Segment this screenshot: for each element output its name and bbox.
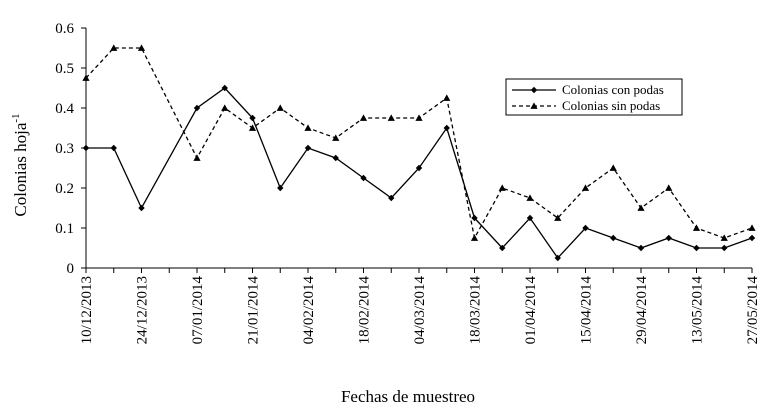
data-point	[499, 244, 506, 252]
data-point	[138, 204, 145, 212]
data-point	[582, 224, 589, 232]
series-line	[85, 47, 753, 240]
data-point	[249, 114, 256, 122]
y-axis-title-superscript: -1	[10, 113, 22, 122]
legend-entry: Colonias con podas	[512, 82, 664, 97]
data-point	[221, 84, 228, 92]
legend-marker	[530, 86, 538, 94]
series-line	[86, 87, 753, 260]
data-point	[610, 234, 617, 242]
data-point	[304, 124, 312, 131]
y-axis-title-text: Colonias hoja	[11, 122, 30, 216]
y-tick-label: 0.5	[55, 61, 74, 77]
x-tick-label: 04/03/2014	[412, 276, 428, 345]
data-point	[82, 144, 90, 152]
data-point	[443, 124, 450, 132]
data-point	[388, 194, 395, 202]
y-axis-title: Colonias hoja-1	[10, 113, 30, 216]
data-point	[193, 104, 201, 112]
data-point	[721, 244, 728, 252]
x-tick-label: 29/04/2014	[634, 276, 650, 345]
data-point	[470, 234, 479, 241]
data-point	[665, 234, 672, 242]
data-point	[248, 124, 257, 131]
data-point	[193, 154, 201, 161]
x-tick-label: 07/01/2014	[190, 276, 206, 345]
y-tick-label: 0.4	[55, 101, 74, 117]
y-tick-label: 0	[67, 261, 75, 277]
data-point	[415, 114, 423, 121]
data-point	[693, 244, 700, 252]
series-layer	[82, 44, 756, 262]
data-point	[277, 184, 284, 192]
data-point	[360, 174, 367, 182]
data-point	[692, 224, 701, 231]
data-point	[110, 144, 117, 152]
data-point	[110, 44, 118, 51]
legend-label: Colonias con podas	[562, 82, 664, 97]
data-point	[554, 214, 562, 221]
data-point	[748, 224, 756, 231]
x-axis-title: Fechas de muestreo	[341, 387, 475, 406]
axes	[81, 27, 753, 273]
x-tick-label: 01/04/2014	[523, 276, 539, 345]
y-tick-label: 0.2	[55, 181, 74, 197]
data-point	[387, 114, 395, 121]
y-tick-labels: 0 0.1 0.2 0.3 0.4 0.5 0.6	[55, 21, 74, 277]
data-point	[415, 164, 423, 172]
data-point	[359, 114, 368, 121]
x-tick-label: 27/05/2014	[745, 276, 761, 345]
data-point	[554, 254, 561, 262]
y-tick-label: 0.3	[55, 141, 74, 157]
data-point	[304, 144, 312, 152]
data-point	[137, 44, 146, 51]
data-point	[443, 94, 451, 101]
x-tick-label: 04/02/2014	[301, 276, 317, 345]
data-point	[332, 134, 340, 141]
data-point	[748, 234, 756, 242]
x-tick-label: 24/12/2013	[135, 276, 151, 344]
legend-label: Colonias sin podas	[562, 98, 660, 113]
series-1	[82, 84, 756, 262]
data-point	[276, 104, 284, 111]
x-tick-label: 21/01/2014	[246, 276, 262, 345]
legend-marker	[530, 102, 538, 109]
x-tick-label: 18/03/2014	[468, 276, 484, 345]
data-point	[637, 204, 645, 211]
x-tick-label: 13/05/2014	[690, 276, 706, 345]
series-2	[82, 44, 756, 241]
data-point	[581, 184, 590, 191]
data-point	[609, 164, 617, 171]
data-point	[637, 244, 645, 252]
y-tick-label: 0.6	[55, 21, 74, 37]
legend-entry: Colonias sin podas	[512, 98, 660, 113]
data-point	[221, 104, 229, 111]
data-point	[665, 184, 673, 191]
data-point	[498, 184, 506, 191]
data-point	[526, 194, 534, 201]
x-tick-label: 18/02/2014	[357, 276, 373, 345]
x-tick-label: 15/04/2014	[579, 276, 595, 345]
x-tick-labels: 10/12/2013 24/12/2013 07/01/2014 21/01/2014…	[79, 276, 761, 345]
data-point	[471, 214, 478, 222]
legend-box	[505, 78, 683, 116]
data-point	[82, 74, 90, 81]
data-point	[332, 154, 339, 162]
x-tick-label: 10/12/2013	[79, 276, 95, 344]
data-point	[526, 214, 534, 222]
data-point	[720, 234, 728, 241]
y-tick-label: 0.1	[55, 221, 74, 237]
